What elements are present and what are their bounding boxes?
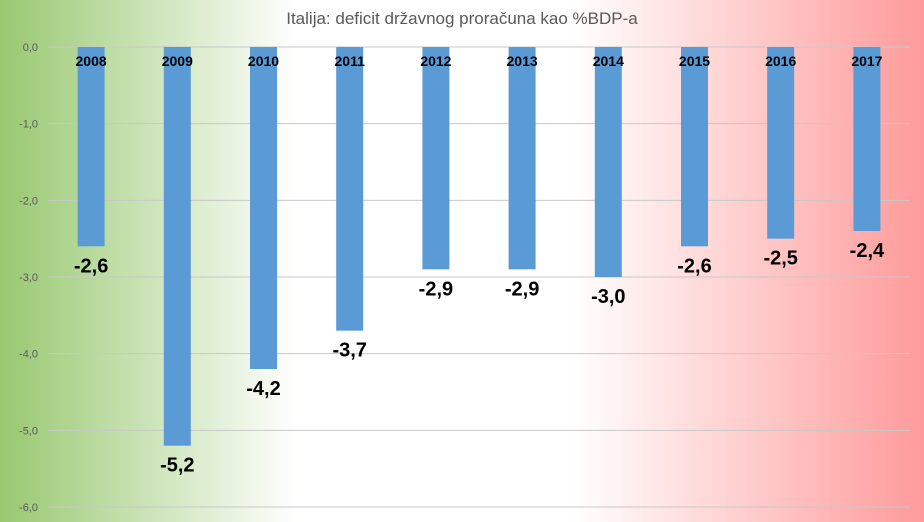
data-label: -2,6 — [677, 255, 711, 277]
bar-2011 — [336, 47, 364, 331]
data-label: -2,9 — [505, 278, 539, 300]
data-label: -5,2 — [160, 455, 194, 477]
data-label: -4,2 — [246, 378, 280, 400]
bar-2016 — [767, 47, 795, 239]
category-labels: 2008 2009 2010 2011 2012 2013 2014 2015 2016 2017 — [76, 53, 883, 69]
bar-2008 — [77, 47, 105, 247]
category-label: 2010 — [248, 53, 279, 69]
y-tick-label: 0,0 — [23, 42, 38, 54]
data-label: -3,0 — [591, 286, 625, 308]
y-axis-tick-labels: 0,0 -1,0 -2,0 -3,0 -4,0 -5,0 -6,0 — [19, 42, 38, 514]
category-label: 2015 — [679, 53, 710, 69]
bars — [77, 47, 881, 446]
data-label: -2,6 — [74, 255, 108, 277]
category-label: 2009 — [162, 53, 193, 69]
category-label: 2013 — [507, 53, 538, 69]
bar-2010 — [250, 47, 277, 369]
y-tick-label: -6,0 — [19, 502, 38, 514]
chart-title: Italija: deficit državnog proračuna kao … — [286, 9, 638, 28]
bar-2013 — [508, 47, 536, 270]
category-label: 2012 — [420, 53, 451, 69]
data-label: -2,5 — [763, 248, 797, 270]
category-label: 2011 — [335, 53, 366, 69]
category-label: 2016 — [765, 53, 796, 69]
data-label: -2,4 — [850, 240, 885, 262]
bar-2017 — [853, 47, 881, 231]
y-tick-label: -3,0 — [19, 272, 38, 284]
bar-2014 — [594, 47, 622, 277]
data-labels: -2,6 -5,2 -4,2 -3,7 -2,9 -2,9 -3,0 -2,6 -2,5 -2,4 — [74, 240, 885, 477]
category-label: 2008 — [76, 53, 107, 69]
y-tick-label: -1,0 — [19, 119, 38, 131]
bar-2015 — [681, 47, 708, 247]
y-tick-label: -2,0 — [19, 195, 38, 207]
category-label: 2017 — [851, 53, 882, 69]
category-label: 2014 — [593, 53, 624, 69]
y-tick-label: -5,0 — [19, 425, 38, 437]
bar-2012 — [422, 47, 450, 270]
data-label: -3,7 — [332, 340, 366, 362]
data-label: -2,9 — [419, 278, 453, 300]
y-tick-label: -4,0 — [19, 349, 38, 361]
bar-2009 — [163, 47, 191, 446]
gridlines — [48, 46, 910, 508]
